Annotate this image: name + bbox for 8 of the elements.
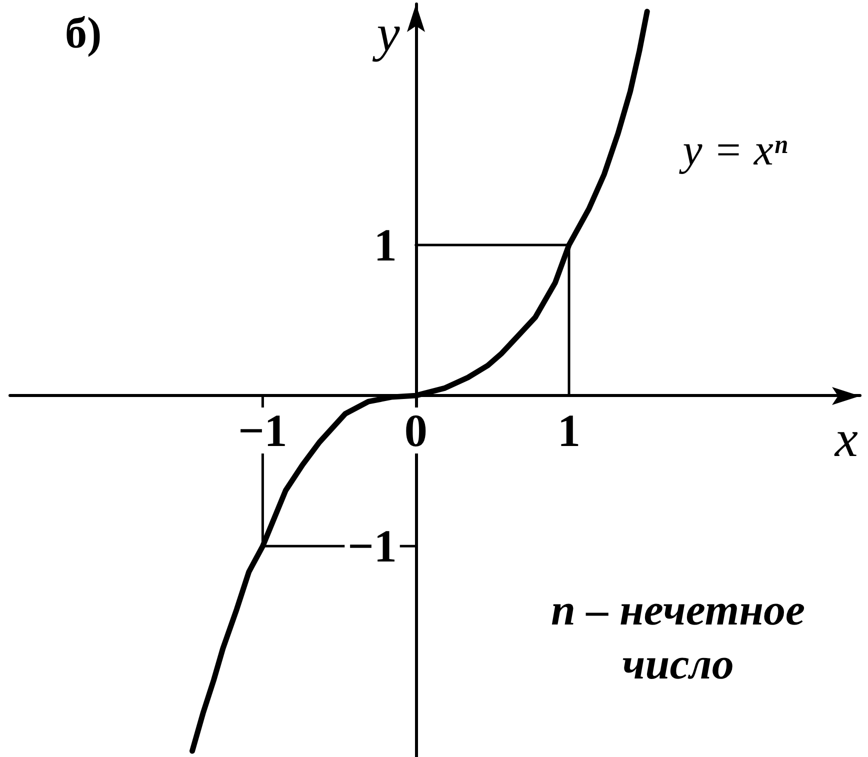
x-tick-label: 1 [558, 405, 581, 456]
x-axis-title: x [834, 411, 858, 468]
y-axis-title: y [372, 6, 401, 62]
chart-title: б) [65, 8, 102, 58]
x-tick-label: 0 [404, 405, 428, 456]
annotation: n – нечетное число [550, 586, 806, 688]
x-tick-label: −1 [238, 405, 288, 456]
annotation: y = xⁿ [678, 126, 788, 174]
